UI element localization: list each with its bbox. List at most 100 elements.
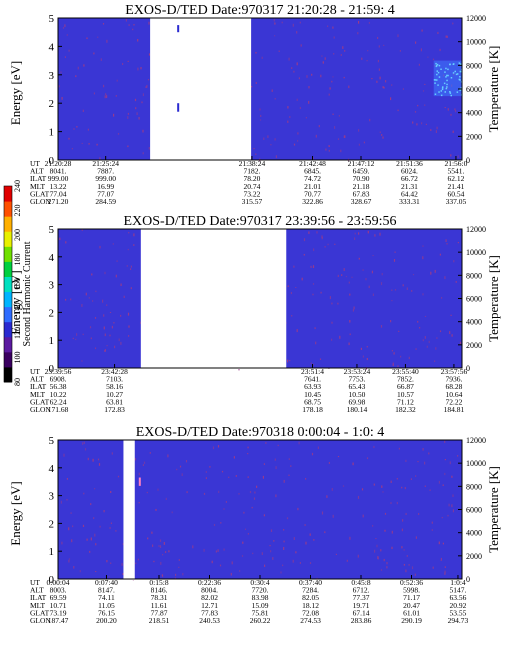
noise-speckle [60, 500, 62, 504]
noise-speckle [436, 337, 438, 339]
noise-speckle [410, 478, 412, 480]
noise-speckle [417, 461, 419, 463]
noise-speckle [90, 537, 92, 541]
noise-speckle [120, 341, 122, 345]
ephemeris-value: 8003. [50, 586, 67, 595]
noise-speckle [378, 45, 380, 48]
ephemeris-value: 10.50 [349, 390, 366, 399]
noise-speckle [274, 138, 276, 141]
noise-speckle [397, 365, 399, 367]
noise-speckle [341, 274, 343, 276]
noise-speckle [171, 511, 173, 514]
ephemeris-value: 6712. [353, 586, 370, 595]
noise-speckle [127, 248, 129, 251]
noise-speckle [265, 442, 267, 444]
noise-speckle [293, 537, 295, 540]
high-intensity-point [458, 62, 461, 64]
noise-speckle [421, 122, 423, 125]
ephemeris-value: 12.71 [201, 601, 218, 610]
noise-speckle [185, 460, 188, 463]
noise-speckle [415, 41, 417, 44]
noise-speckle [324, 246, 326, 248]
colorbar-tick-label: 80 [13, 378, 22, 386]
noise-speckle [424, 104, 426, 106]
noise-speckle [293, 265, 295, 268]
noise-speckle [153, 560, 155, 563]
noise-speckle [328, 145, 330, 147]
high-intensity-point [449, 92, 452, 94]
noise-speckle [113, 322, 115, 324]
noise-speckle [83, 441, 85, 444]
noise-speckle [77, 66, 79, 70]
noise-speckle [368, 22, 370, 24]
noise-speckle [401, 546, 403, 549]
noise-speckle [137, 67, 139, 71]
noise-speckle [192, 545, 194, 549]
ephemeris-row-label: ILAT [30, 593, 47, 602]
ephemeris-value: 0:07:40 [95, 578, 118, 587]
noise-speckle [65, 298, 67, 301]
noise-speckle [115, 95, 117, 97]
ephemeris-row-label: GLAT [30, 189, 50, 198]
plot-area [58, 18, 462, 160]
ephemeris-value: 200.20 [96, 616, 117, 625]
ephemeris-value: 8041. [50, 167, 67, 176]
ephemeris-value: 6908. [50, 375, 67, 384]
noise-speckle [66, 499, 68, 501]
ephemeris-value: 20.47 [403, 601, 420, 610]
high-intensity-point [446, 79, 448, 82]
noise-speckle [138, 117, 140, 120]
noise-speckle [334, 126, 336, 129]
noise-speckle [420, 48, 422, 52]
noise-speckle [418, 513, 420, 515]
ephemeris-value: 75.81 [252, 608, 269, 617]
noise-speckle [97, 458, 100, 461]
noise-speckle [103, 326, 105, 330]
noise-speckle [128, 24, 130, 26]
noise-speckle [110, 491, 112, 493]
noise-speckle [411, 566, 414, 570]
noise-speckle [299, 562, 301, 564]
y2-tick-label: 4000 [466, 529, 482, 538]
noise-speckle [381, 485, 383, 488]
y2-tick-label: 6000 [466, 506, 482, 515]
noise-speckle [321, 235, 323, 238]
noise-speckle [376, 80, 378, 83]
noise-speckle [253, 148, 255, 150]
ephemeris-row-label: GLON [30, 616, 51, 625]
noise-speckle [106, 560, 108, 563]
noise-speckle [457, 455, 459, 457]
noise-speckle [439, 48, 441, 52]
noise-speckle [174, 577, 176, 580]
noise-speckle [384, 529, 386, 532]
ephemeris-value: 66.72 [401, 174, 418, 183]
ephemeris-value: 178.18 [302, 405, 323, 414]
noise-speckle [142, 93, 144, 97]
noise-speckle [452, 130, 454, 133]
noise-speckle [83, 492, 85, 495]
noise-speckle [298, 77, 300, 80]
noise-speckle [438, 480, 440, 484]
ephemeris-value: 23:39:56 [45, 367, 72, 376]
high-intensity-point [440, 94, 443, 97]
y-tick-label: 2 [49, 518, 55, 530]
ephemeris-value: 0:52:36 [400, 578, 423, 587]
noise-speckle [396, 478, 398, 480]
noise-speckle [394, 251, 396, 253]
noise-speckle [454, 108, 456, 111]
noise-speckle [358, 257, 360, 260]
ephemeris-value: 328.67 [351, 197, 372, 206]
colorbar-segment [4, 231, 12, 247]
noise-speckle [310, 362, 312, 364]
noise-speckle [450, 314, 452, 316]
data-gap [123, 439, 135, 580]
noise-speckle [334, 243, 336, 245]
noise-speckle [357, 554, 359, 558]
noise-speckle [394, 289, 397, 291]
ephemeris-value: 78.31 [151, 593, 168, 602]
high-intensity-point [449, 91, 451, 93]
y2-tick-label: 12000 [466, 225, 486, 234]
noise-speckle [155, 508, 157, 511]
noise-speckle [316, 231, 318, 234]
noise-speckle [372, 525, 374, 527]
